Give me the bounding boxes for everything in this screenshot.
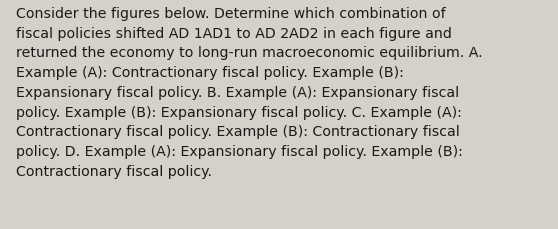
Text: Consider the figures below. Determine which combination of
fiscal policies shift: Consider the figures below. Determine wh…	[16, 7, 482, 178]
